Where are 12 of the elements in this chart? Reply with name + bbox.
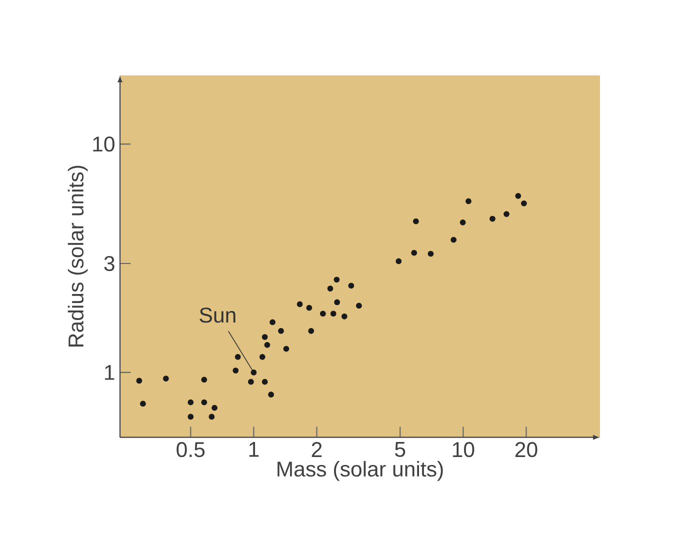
y-tick-label: 3	[104, 256, 114, 272]
annotation: Sun	[200, 308, 236, 323]
x-tick-label: 20	[515, 442, 538, 458]
y-axis-title: Radius (solar units)	[68, 166, 88, 346]
x-tick-label: 10	[452, 442, 474, 458]
y-tick-label: 1	[105, 365, 114, 380]
x-tick-label: 2	[312, 442, 322, 457]
x-axis-title: Mass (solar units)	[278, 460, 443, 481]
x-tick-label: 1	[249, 442, 259, 457]
x-tick-label: 0.5	[176, 442, 205, 458]
x-tick-label: 5	[395, 442, 406, 457]
y-tick-label: 10	[93, 136, 114, 152]
